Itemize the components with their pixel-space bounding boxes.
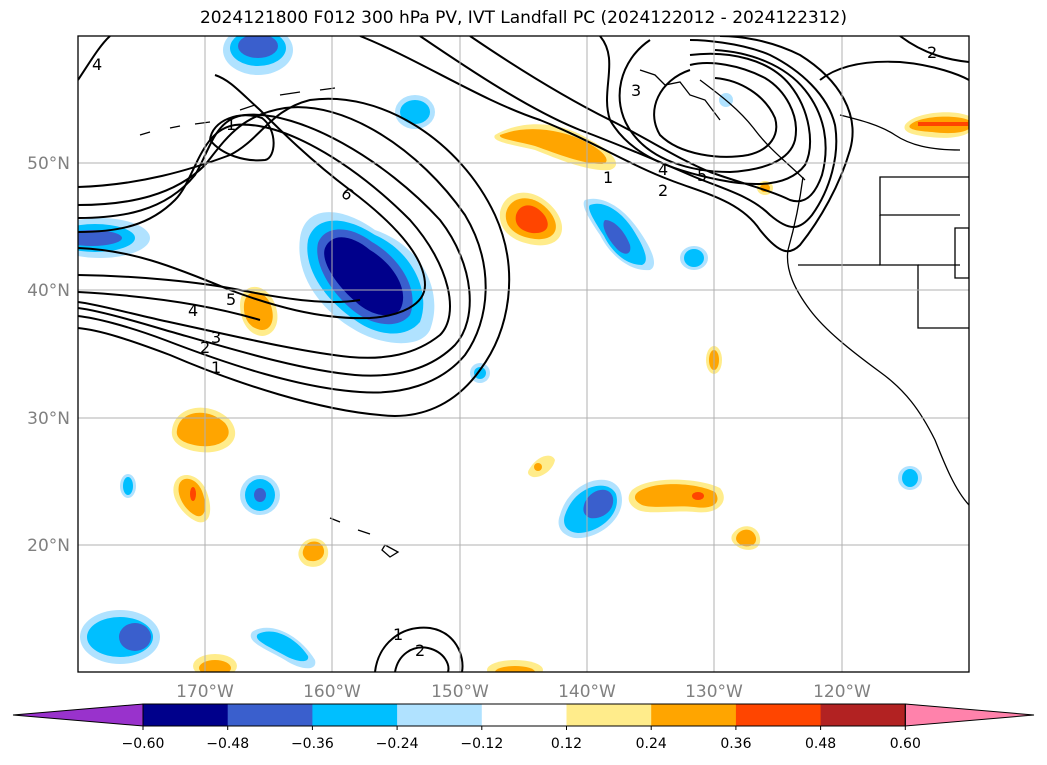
lat-tick-label: 30°N bbox=[27, 409, 70, 429]
lat-tick-label: 20°N bbox=[27, 536, 70, 556]
contour-label-1-south: 1 bbox=[393, 625, 403, 644]
colorbar-bin bbox=[820, 704, 906, 726]
colorbar-tick-label: 0.24 bbox=[636, 736, 667, 752]
colorbar-tick-label: 0.48 bbox=[805, 736, 836, 752]
colorbar-tick-label: −0.60 bbox=[122, 736, 165, 752]
contour-label-2: 2 bbox=[200, 338, 210, 357]
colorbar-tick-label: −0.12 bbox=[460, 736, 503, 752]
colorbar-bin bbox=[397, 704, 483, 726]
colorbar: −0.60 −0.48 −0.36 −0.24 −0.12 0.12 0.24 0.36 0.4… bbox=[12, 703, 1035, 752]
contour-label-4-nw: 4 bbox=[92, 55, 102, 74]
figure-title: 2024121800 F012 300 hPa PV, IVT Landfall… bbox=[199, 8, 847, 28]
colorbar-tick-label: 0.12 bbox=[551, 736, 582, 752]
colorbar-tick-label: −0.36 bbox=[291, 736, 334, 752]
colorbar-tick-label: −0.48 bbox=[206, 736, 249, 752]
latitude-labels: 50°N 40°N 30°N 20°N bbox=[27, 154, 70, 556]
colorbar-bin bbox=[312, 704, 398, 726]
colorbar-outline bbox=[142, 703, 906, 727]
colorbar-tick-label: 0.60 bbox=[890, 736, 921, 752]
lon-tick-label: 130°W bbox=[685, 682, 743, 702]
contour-labels: 6 5 4 3 2 1 1 1 2 3 4 5 2 4 1 2 bbox=[92, 43, 937, 660]
shaded-anomaly-field bbox=[78, 36, 969, 672]
contour-label-1: 1 bbox=[211, 358, 221, 377]
contour-label-3-ridge: 3 bbox=[631, 81, 641, 100]
colorbar-bin bbox=[735, 704, 822, 726]
contour-label-5: 5 bbox=[226, 290, 236, 309]
contour-label-5-ridge: 5 bbox=[697, 166, 707, 185]
contour-label-2-south: 2 bbox=[415, 641, 425, 660]
colorbar-tick-label: 0.36 bbox=[720, 736, 751, 752]
lon-tick-label: 160°W bbox=[303, 682, 361, 702]
lat-tick-label: 40°N bbox=[27, 281, 70, 301]
contour-label-4: 4 bbox=[188, 301, 198, 320]
contour-label-3: 3 bbox=[211, 328, 221, 347]
contour-label-2-ne: 2 bbox=[927, 43, 937, 62]
lat-tick-label: 50°N bbox=[27, 154, 70, 174]
colorbar-bin bbox=[481, 704, 567, 726]
pv-contours bbox=[78, 36, 969, 672]
colorbar-bin bbox=[227, 704, 313, 726]
colorbar-extend-high bbox=[904, 703, 1035, 727]
lon-tick-label: 170°W bbox=[176, 682, 234, 702]
colorbar-bin bbox=[651, 704, 737, 726]
contour-label-4-ridge: 4 bbox=[658, 160, 668, 179]
contour-label-1-nw: 1 bbox=[226, 115, 236, 134]
map-frame bbox=[77, 35, 970, 673]
colorbar-bin bbox=[143, 704, 229, 726]
colorbar-tick-label: −0.24 bbox=[376, 736, 419, 752]
colorbar-extend-low bbox=[12, 703, 144, 727]
lon-tick-label: 140°W bbox=[558, 682, 616, 702]
contour-label-1-ridge: 1 bbox=[603, 168, 613, 187]
lon-tick-label: 150°W bbox=[431, 682, 489, 702]
graticule bbox=[78, 36, 969, 672]
colorbar-bin bbox=[566, 704, 652, 726]
contour-label-2-ridge: 2 bbox=[658, 181, 668, 200]
longitude-labels: 170°W 160°W 150°W 140°W 130°W 120°W bbox=[176, 682, 871, 702]
lon-tick-label: 120°W bbox=[813, 682, 871, 702]
